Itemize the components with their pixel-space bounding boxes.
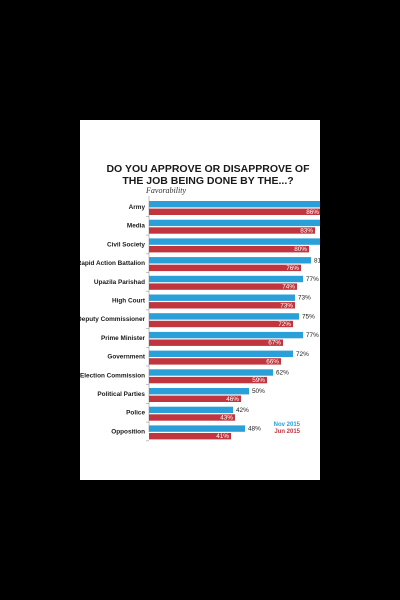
bar-jun-2015	[149, 302, 295, 309]
value-label: 66%	[266, 358, 279, 365]
category-label: Army	[129, 204, 146, 211]
value-label: 73%	[280, 302, 293, 309]
value-label: 72%	[278, 321, 291, 328]
category-label: High Court	[112, 298, 146, 305]
bar-jun-2015	[149, 283, 297, 290]
bar-jun-2015	[149, 339, 283, 346]
chart-subtitle: Favorability	[145, 186, 186, 195]
bar-nov-2015	[149, 201, 320, 208]
category-label: Deputy Commissioner	[80, 316, 146, 323]
value-label: 86%	[306, 209, 319, 216]
value-label: 72%	[296, 351, 309, 358]
value-label: 67%	[268, 340, 281, 347]
value-label: 75%	[302, 313, 315, 320]
category-label: Prime Minister	[101, 335, 146, 342]
bar-nov-2015	[149, 219, 320, 227]
bar-jun-2015	[149, 264, 301, 272]
bar-nov-2015	[149, 331, 303, 339]
chart-title-line-1: DO YOU APPROVE OR DISAPPROVE OF	[106, 163, 310, 175]
bar-nov-2015	[149, 388, 249, 395]
bar-nov-2015	[149, 257, 311, 264]
chart-card: DO YOU APPROVE OR DISAPPROVE OF THE JOB …	[80, 120, 320, 480]
bar-jun-2015	[149, 395, 241, 402]
legend-entry: Nov 2015	[274, 422, 301, 428]
category-label: Civil Society	[107, 241, 145, 248]
bar-nov-2015	[149, 313, 299, 320]
bar-jun-2015	[149, 246, 309, 253]
value-label: 77%	[306, 332, 319, 339]
value-label: 62%	[276, 370, 289, 377]
category-label: Rapid Action Battalion	[80, 260, 145, 267]
value-label: 77%	[306, 276, 319, 283]
bar-jun-2015	[149, 414, 235, 421]
value-label: 59%	[252, 377, 265, 384]
bar-groups: Army95%86%Media89%83%Civil Society89%80%…	[80, 201, 320, 442]
bar-jun-2015	[149, 208, 320, 215]
bar-nov-2015	[149, 275, 303, 283]
bar-nov-2015	[149, 350, 293, 357]
category-label: Political Parties	[97, 391, 145, 398]
category-label: Upazila Parishad	[94, 279, 145, 286]
category-label: Opposition	[111, 428, 145, 435]
value-label: 46%	[226, 396, 239, 403]
bar-jun-2015	[149, 320, 293, 328]
category-label: Police	[126, 410, 145, 417]
value-label: 43%	[220, 415, 233, 422]
value-label: 83%	[300, 228, 313, 235]
bar-nov-2015	[149, 425, 245, 432]
value-label: 80%	[294, 246, 307, 253]
value-label: 76%	[286, 265, 299, 272]
approval-bar-chart: DO YOU APPROVE OR DISAPPROVE OF THE JOB …	[80, 163, 320, 442]
bar-nov-2015	[149, 238, 320, 245]
value-label: 73%	[298, 295, 311, 302]
value-label: 81%	[314, 257, 320, 264]
value-label: 74%	[282, 284, 295, 291]
bar-jun-2015	[149, 433, 231, 440]
value-label: 50%	[252, 388, 265, 395]
chart-title-line-2: THE JOB BEING DONE BY THE...?	[122, 175, 293, 187]
category-label: Election Commission	[80, 372, 145, 379]
category-label: Media	[127, 223, 146, 230]
legend-entry: Jun 2015	[274, 429, 300, 435]
bar-nov-2015	[149, 406, 233, 414]
value-label: 42%	[236, 407, 249, 414]
value-label: 48%	[248, 426, 261, 433]
bar-nov-2015	[149, 369, 273, 376]
bar-nov-2015	[149, 294, 295, 301]
category-label: Government	[107, 354, 146, 361]
bar-jun-2015	[149, 227, 315, 234]
bar-jun-2015	[149, 376, 267, 384]
value-label: 41%	[216, 433, 229, 440]
bar-jun-2015	[149, 358, 281, 365]
